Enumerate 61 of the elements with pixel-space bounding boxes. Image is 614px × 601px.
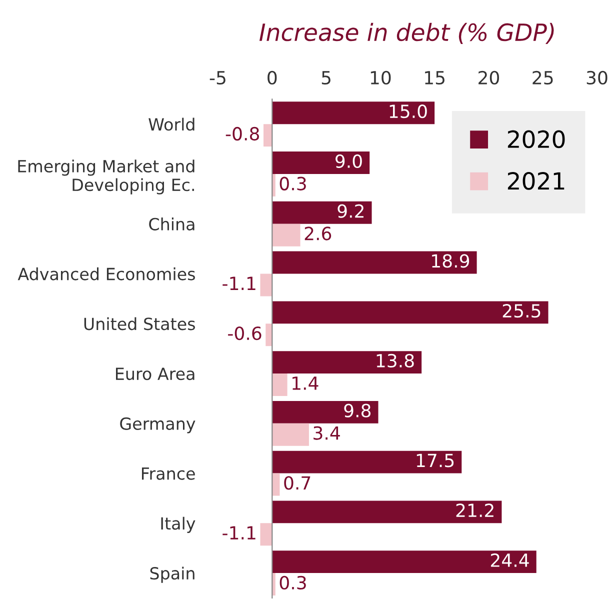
bar <box>272 473 280 496</box>
bar <box>272 152 370 174</box>
data-label: 1.4 <box>292 376 318 390</box>
data-label: 21.2 <box>456 504 494 517</box>
bar <box>272 102 435 124</box>
legend-label: 2021 <box>508 172 564 190</box>
x-tick-label: 15 <box>425 71 444 85</box>
legend-label: 2020 <box>508 130 565 148</box>
bar <box>272 573 276 596</box>
bar <box>263 124 272 147</box>
data-label: 18.9 <box>432 254 470 268</box>
data-label: 9.2 <box>338 204 364 218</box>
x-tick-label: 10 <box>370 70 391 85</box>
data-label: -0.6 <box>228 326 262 340</box>
bar <box>266 324 272 346</box>
bar <box>272 400 378 424</box>
data-label: 15.0 <box>390 104 427 118</box>
y-tick-label: Advanced Economies <box>18 267 195 280</box>
bar <box>272 224 300 246</box>
bar <box>272 301 548 324</box>
data-label: 13.8 <box>376 354 414 368</box>
bar <box>272 174 276 196</box>
x-tick-label: 5 <box>322 71 330 85</box>
x-tick-label: 30 <box>586 70 608 85</box>
data-label: -1.1 <box>222 526 256 540</box>
bar <box>272 251 477 274</box>
data-label: 0.7 <box>284 476 310 490</box>
bar <box>272 374 288 396</box>
data-label: -1.1 <box>222 276 256 290</box>
y-tick-label: China <box>149 218 194 230</box>
data-label: 17.5 <box>416 454 454 468</box>
bar <box>272 550 536 574</box>
y-tick-label: World <box>148 118 194 131</box>
data-label: 2.6 <box>304 226 332 240</box>
y-tick-label: United States <box>84 317 195 330</box>
bar <box>272 500 502 524</box>
y-tick-label: Euro Area <box>116 368 194 380</box>
data-label: 25.5 <box>502 304 540 318</box>
data-label: 3.4 <box>314 426 340 440</box>
bar <box>272 450 462 474</box>
y-tick-label: Germany <box>120 417 196 434</box>
bar <box>260 274 272 296</box>
y-tick-label: Spain <box>150 566 194 583</box>
data-label: 0.3 <box>280 176 306 190</box>
y-tick-label: Emerging Market and Developing Ec. <box>18 160 194 194</box>
data-label: 9.0 <box>336 154 362 168</box>
y-tick-label: Italy <box>161 516 196 533</box>
x-tick-label: 25 <box>532 70 553 85</box>
bar <box>272 201 372 224</box>
x-tick-label: 0 <box>268 70 277 85</box>
chart-title: Increase in debt (% GDP) <box>259 22 554 44</box>
data-label: 24.4 <box>490 553 529 567</box>
data-label: 9.8 <box>344 404 371 418</box>
data-label: -0.8 <box>226 126 259 141</box>
bar <box>272 351 422 374</box>
bar <box>260 523 272 546</box>
x-tick-label: 20 <box>478 70 500 85</box>
y-tick-label: France <box>142 467 195 480</box>
data-label: 0.3 <box>280 576 306 590</box>
x-tick-label: -5 <box>210 71 226 85</box>
bar <box>272 423 309 446</box>
